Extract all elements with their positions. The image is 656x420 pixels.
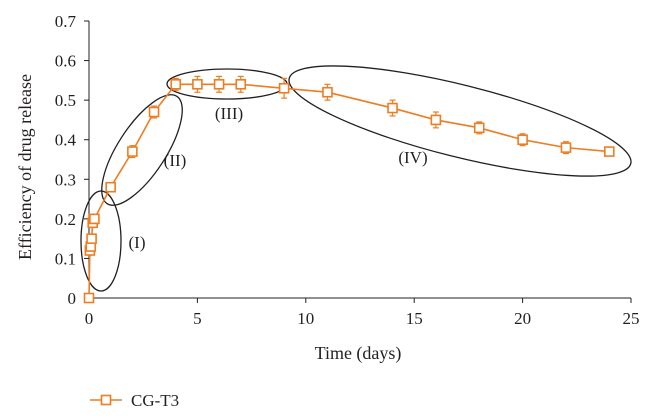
y-tick-label: 0.3	[55, 170, 76, 189]
data-point	[235, 79, 247, 90]
series-line	[88, 83, 610, 299]
y-tick-label: 0.2	[55, 210, 76, 229]
legend: CG-T3	[90, 391, 179, 410]
data-point	[83, 292, 95, 304]
data-point	[278, 82, 290, 94]
y-tick-label: 0.7	[55, 12, 77, 31]
phase-ellipse	[80, 190, 122, 292]
data-point	[105, 181, 116, 193]
data-point	[517, 134, 528, 146]
phase-ellipses: (I) (II) (III) (IV)	[80, 65, 632, 292]
x-tick-label: 10	[297, 309, 314, 328]
y-axis: 0 0.1 0.2 0.3 0.4 0.5 0.6 0.7	[55, 12, 90, 308]
data-point	[604, 146, 615, 157]
data-point	[387, 102, 398, 114]
x-tick-label: 25	[623, 309, 640, 328]
x-tick-label: 15	[406, 309, 423, 328]
data-point	[213, 79, 225, 90]
series-cg-t3	[83, 75, 615, 304]
y-tick-label: 0.6	[55, 52, 76, 71]
phase-label: (III)	[215, 104, 243, 123]
x-tick-label: 5	[193, 309, 202, 328]
legend-label: CG-T3	[131, 391, 179, 410]
data-point	[430, 114, 442, 126]
data-point	[322, 86, 333, 98]
phase-label: (II)	[164, 151, 187, 170]
phase-label: (I)	[129, 233, 146, 252]
y-tick-label: 0	[68, 289, 77, 308]
data-point	[89, 213, 100, 225]
phase-ellipse	[288, 65, 632, 177]
legend-marker	[100, 394, 112, 406]
data-point	[148, 106, 160, 118]
data-point	[473, 122, 485, 134]
data-point	[86, 233, 97, 244]
y-tick-label: 0.4	[55, 131, 77, 150]
phase-ellipse	[101, 94, 183, 206]
data-point	[170, 79, 182, 90]
y-axis-title: Efficiency of drug release	[15, 74, 35, 260]
phase-label: (IV)	[398, 148, 427, 167]
y-tick-label: 0.5	[55, 91, 76, 110]
data-point	[192, 79, 203, 90]
x-axis-title: Time (days)	[315, 343, 402, 364]
data-point	[127, 146, 138, 157]
data-point	[560, 142, 572, 153]
x-tick-label: 20	[514, 309, 531, 328]
y-tick-label: 0.1	[55, 249, 76, 268]
x-axis: 0 5 10 15 20 25	[85, 297, 640, 328]
x-tick-label: 0	[85, 309, 94, 328]
